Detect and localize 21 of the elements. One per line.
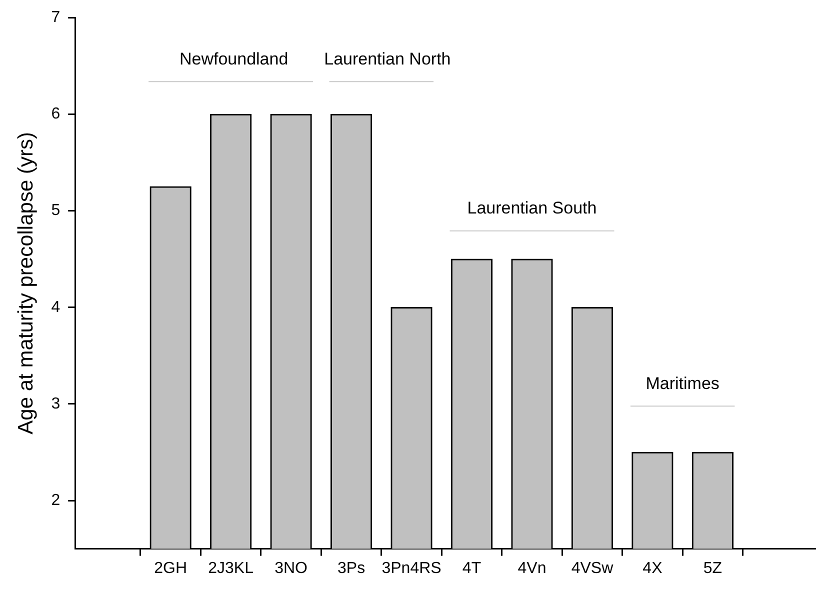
y-tick-label: 5 <box>51 202 60 220</box>
y-axis-title: Age at maturity precollapse (yrs) <box>14 132 38 434</box>
y-tick-label: 7 <box>51 9 60 26</box>
y-tick-label: 2 <box>51 492 60 509</box>
annotation: Laurentian South <box>467 198 597 218</box>
y-tick-label: 4 <box>51 298 60 316</box>
x-tick-label: 3Pn4RS <box>382 560 442 577</box>
x-tick-label: 3Ps <box>337 560 366 577</box>
y-tick-label: 6 <box>51 106 60 123</box>
annotation: Laurentian North <box>324 49 451 68</box>
x-tick-label: 4Vn <box>518 560 546 577</box>
y-tick-label: 3 <box>51 395 60 412</box>
x-tick-label: 2GH <box>154 560 188 577</box>
x-tick-label: 5Z <box>703 560 722 577</box>
annotation: Newfoundland <box>179 49 288 68</box>
x-tick-label: 4T <box>462 560 482 577</box>
x-tick-label: 4X <box>642 560 663 577</box>
x-tick-label: 4VSw <box>571 560 614 577</box>
x-tick-label: 3NO <box>274 560 308 577</box>
x-tick-label: 2J3KL <box>208 560 254 577</box>
annotation: Maritimes <box>646 374 720 393</box>
